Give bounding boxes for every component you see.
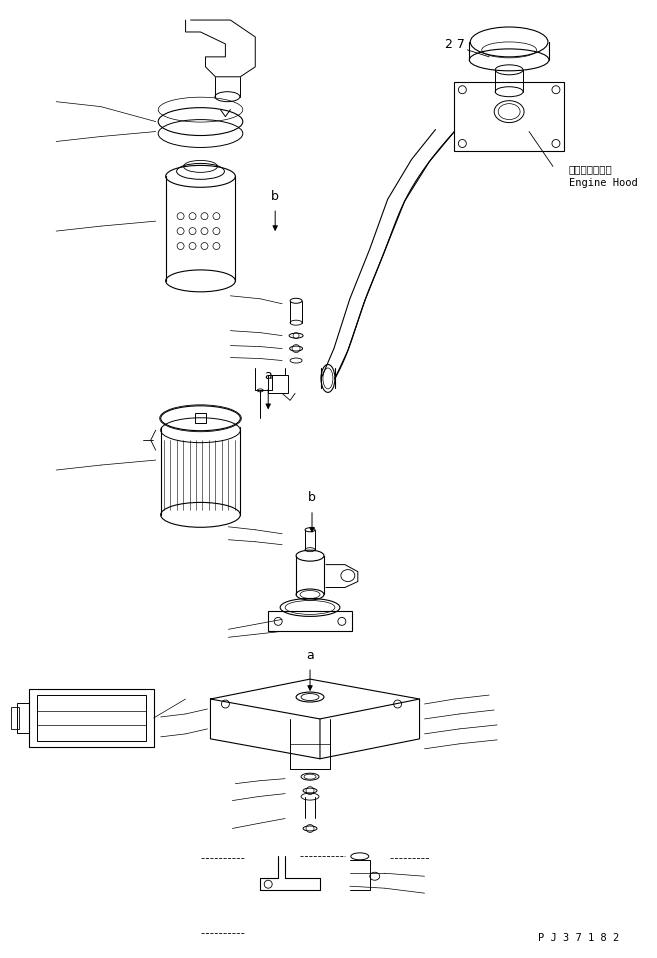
Text: P J 3 7 1 8 2: P J 3 7 1 8 2 [538, 933, 620, 943]
Bar [11, 707, 19, 729]
Text: エンジンフード: エンジンフード [569, 165, 612, 174]
Bar [30, 689, 154, 747]
Text: b: b [308, 491, 316, 505]
Text: a: a [264, 369, 272, 382]
Bar [268, 376, 288, 394]
Text: b: b [271, 190, 279, 203]
Bar [37, 696, 146, 741]
Bar [194, 413, 206, 423]
Text: Engine Hood: Engine Hood [569, 178, 638, 189]
Bar [268, 611, 352, 631]
Bar [17, 703, 30, 733]
Text: 2 7: 2 7 [445, 38, 465, 52]
Bar [455, 81, 564, 151]
Text: a: a [306, 649, 314, 662]
